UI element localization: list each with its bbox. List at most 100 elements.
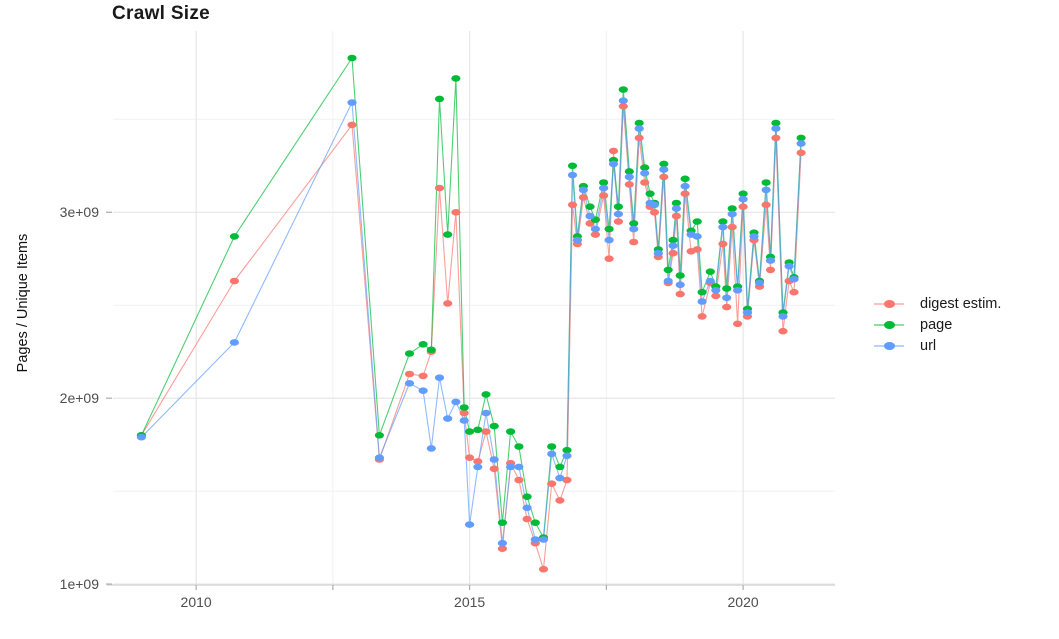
data-point <box>489 465 499 473</box>
data-point <box>522 515 532 523</box>
data-point <box>697 298 707 305</box>
legend-item-url: url <box>874 335 1001 356</box>
data-point <box>624 168 634 175</box>
data-point <box>675 290 685 298</box>
data-point <box>645 190 655 197</box>
data-point <box>522 504 532 512</box>
data-point <box>765 266 776 274</box>
data-point <box>680 190 690 197</box>
series-line-url <box>141 100 802 544</box>
data-point <box>136 433 146 441</box>
data-point <box>608 147 619 155</box>
data-point <box>705 268 715 276</box>
data-point <box>659 166 669 173</box>
data-point <box>738 203 748 210</box>
data-point <box>784 262 794 270</box>
data-point <box>459 409 469 417</box>
data-point <box>530 536 540 543</box>
data-point <box>572 236 583 244</box>
data-point <box>538 565 549 573</box>
data-point <box>497 539 507 547</box>
data-point <box>629 220 639 227</box>
data-point <box>514 443 524 450</box>
data-point <box>599 184 609 192</box>
y-tick-label: 3e+09 <box>59 204 99 221</box>
data-point <box>229 277 239 285</box>
data-point <box>618 103 628 110</box>
data-point <box>727 210 737 218</box>
data-point <box>547 480 557 488</box>
data-point <box>789 275 799 283</box>
data-point <box>754 279 765 287</box>
series-points-page <box>136 54 806 541</box>
data-point <box>451 209 461 216</box>
data-point <box>722 303 732 311</box>
data-point <box>578 194 589 201</box>
data-point <box>680 175 690 183</box>
data-point <box>671 205 682 212</box>
data-point <box>562 446 572 454</box>
data-point <box>653 249 663 257</box>
data-point <box>229 233 239 240</box>
data-point <box>567 162 578 170</box>
legend-key-icon <box>874 318 904 332</box>
data-point <box>722 285 732 292</box>
data-point <box>640 164 650 171</box>
data-point <box>418 387 428 395</box>
data-point <box>778 313 788 320</box>
data-point <box>347 54 357 62</box>
data-point <box>705 277 715 285</box>
data-point <box>443 231 453 238</box>
data-point <box>562 476 572 484</box>
data-point <box>443 415 453 422</box>
y-axis-title: Pages / Unique Items <box>15 233 31 373</box>
data-point <box>733 320 743 328</box>
data-point <box>347 99 357 106</box>
data-point <box>434 374 445 382</box>
data-point <box>733 287 743 294</box>
data-point <box>451 398 461 406</box>
data-point <box>742 309 753 316</box>
data-point <box>497 519 507 526</box>
data-point <box>599 192 609 199</box>
data-point <box>522 493 532 501</box>
data-point <box>671 199 682 207</box>
data-point <box>718 223 728 231</box>
data-point <box>547 450 557 458</box>
data-point <box>578 186 589 194</box>
data-point <box>443 300 453 307</box>
legend-label: url <box>920 337 937 354</box>
data-point <box>618 97 628 104</box>
data-point <box>796 149 806 157</box>
data-point <box>497 545 507 552</box>
data-point <box>538 536 549 543</box>
x-tick-label: 2010 <box>180 594 212 610</box>
data-point <box>692 233 702 240</box>
data-point <box>796 134 806 142</box>
data-point <box>659 160 669 168</box>
data-point <box>481 409 491 417</box>
data-point <box>599 179 609 186</box>
data-point <box>547 443 557 450</box>
x-tick-label: 2020 <box>727 594 759 610</box>
y-tick-label: 1e+09 <box>59 576 99 593</box>
data-point <box>697 313 707 320</box>
data-point <box>608 160 619 168</box>
data-point <box>590 231 601 238</box>
legend-item-digest-estim: digest estim. <box>874 293 1001 314</box>
data-point <box>663 266 673 274</box>
data-point <box>778 327 788 335</box>
data-point <box>629 238 639 246</box>
data-point <box>796 140 806 147</box>
legend-key-icon <box>874 339 904 353</box>
data-point <box>663 277 673 285</box>
data-point <box>675 281 685 289</box>
data-point <box>749 233 759 240</box>
data-point <box>404 380 415 387</box>
data-point <box>459 417 469 424</box>
data-point <box>465 428 475 435</box>
x-tick-label: 2015 <box>454 594 486 610</box>
data-point <box>555 497 565 504</box>
data-point <box>738 190 748 197</box>
